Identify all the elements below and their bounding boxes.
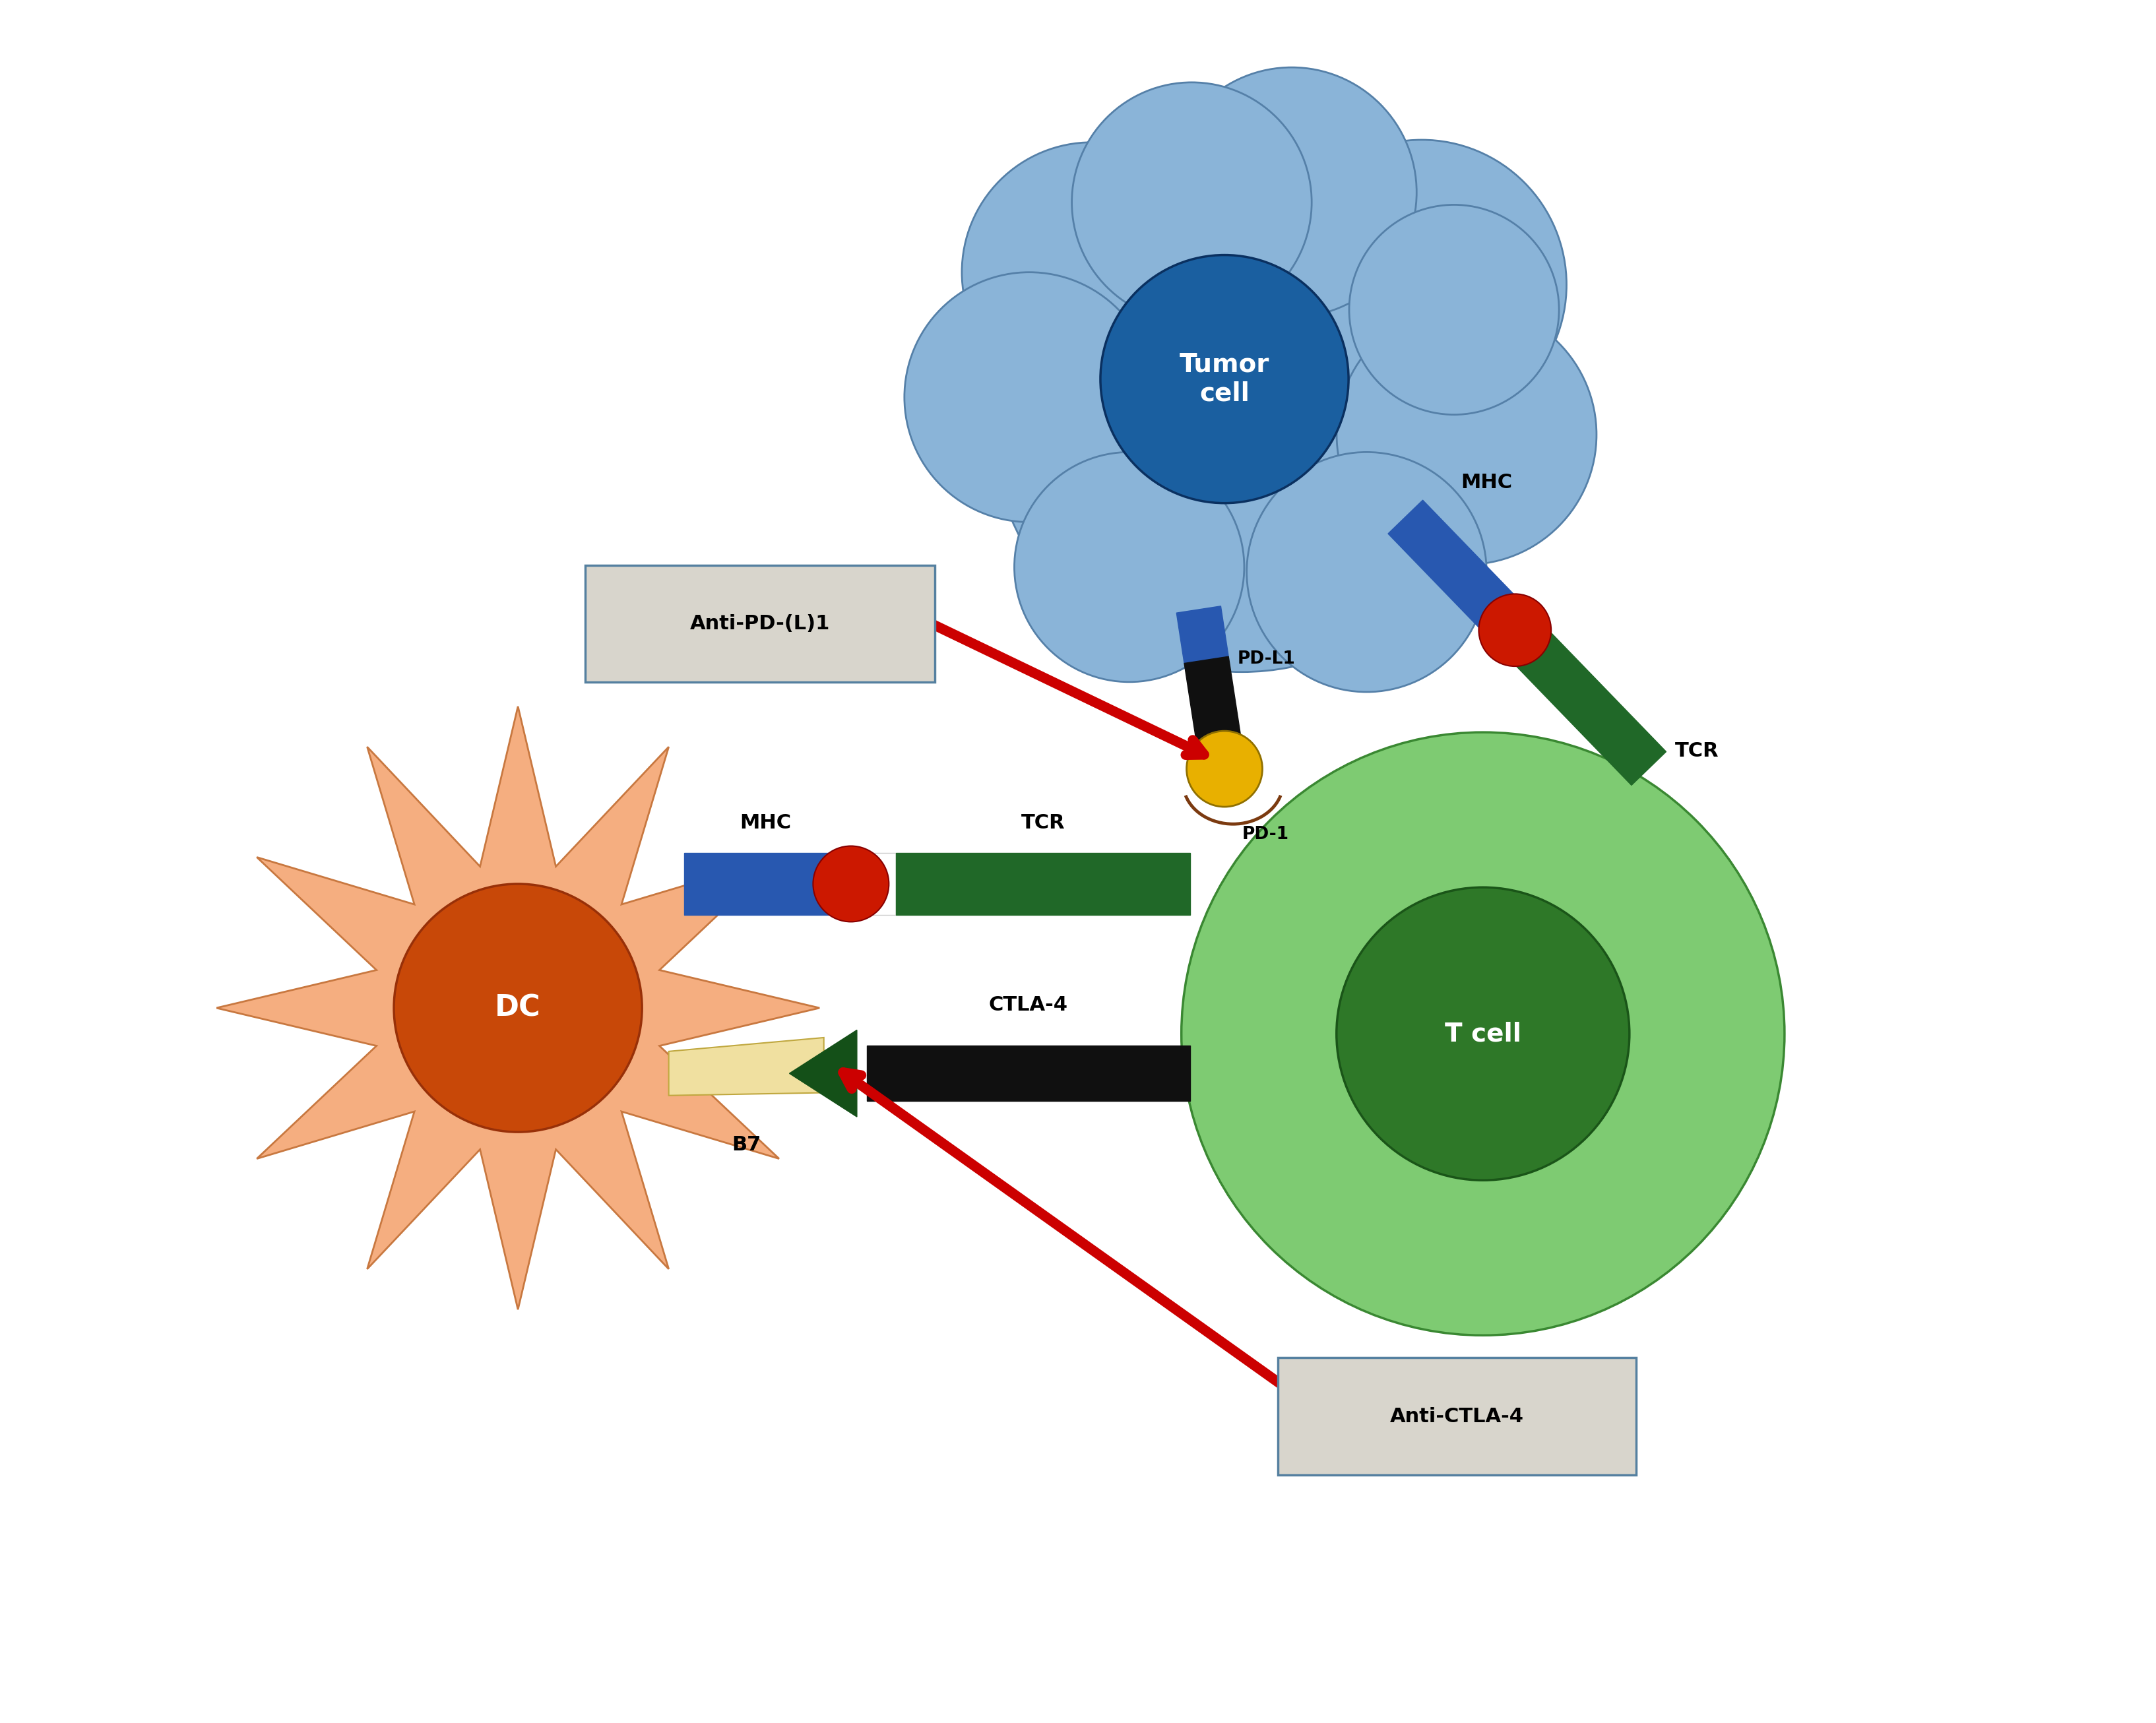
Polygon shape [1184,656,1246,781]
Circle shape [1479,594,1550,667]
Polygon shape [1388,500,1533,646]
Circle shape [1337,887,1630,1180]
Polygon shape [668,1037,824,1096]
Circle shape [1337,305,1595,565]
FancyBboxPatch shape [1279,1358,1636,1475]
Text: MHC: MHC [740,813,791,832]
Circle shape [1013,451,1244,682]
Circle shape [1246,451,1488,693]
Circle shape [1072,83,1311,322]
Text: PD-L1: PD-L1 [1238,651,1296,667]
Text: Anti-PD-(L)1: Anti-PD-(L)1 [690,613,830,634]
Text: DC: DC [496,994,541,1022]
Polygon shape [683,853,847,915]
Polygon shape [789,1030,856,1117]
Circle shape [962,143,1222,401]
FancyBboxPatch shape [584,565,936,682]
Circle shape [813,846,888,922]
Circle shape [1181,732,1785,1335]
Circle shape [1100,255,1348,503]
Circle shape [992,172,1492,672]
Text: CTLA-4: CTLA-4 [990,996,1067,1015]
Text: Anti-CTLA-4: Anti-CTLA-4 [1391,1406,1524,1427]
Polygon shape [867,1046,1190,1101]
Circle shape [1276,140,1567,429]
Text: TCR: TCR [1675,741,1718,762]
Text: Tumor
cell: Tumor cell [1179,351,1270,407]
Circle shape [1166,67,1416,317]
Text: B7: B7 [731,1135,761,1154]
Circle shape [395,884,642,1132]
Text: T cell: T cell [1445,1022,1522,1046]
Circle shape [1186,731,1263,806]
Text: PD-1: PD-1 [1242,825,1289,843]
Polygon shape [895,853,1190,915]
Polygon shape [1498,613,1667,786]
Polygon shape [1177,606,1229,663]
Polygon shape [847,853,895,915]
Text: TCR: TCR [1022,813,1065,832]
Circle shape [1350,205,1559,415]
Polygon shape [216,706,819,1309]
Circle shape [903,272,1153,522]
Text: MHC: MHC [1460,472,1511,493]
